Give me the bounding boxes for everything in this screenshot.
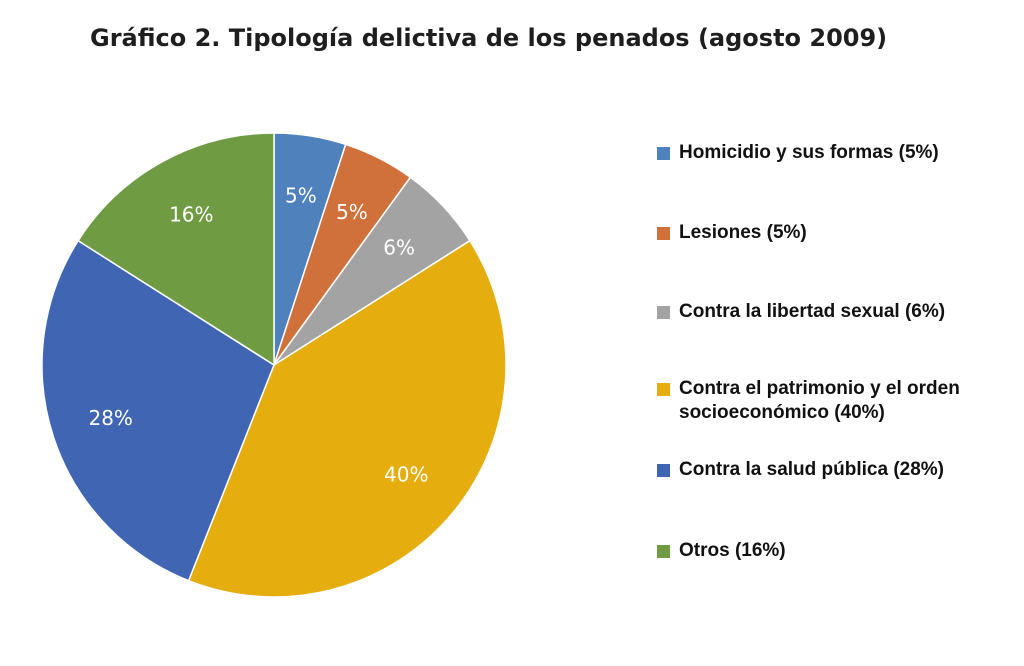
pie-slice-label-5: 16% (169, 203, 213, 227)
legend-swatch-3 (657, 383, 670, 396)
legend-swatch-1 (657, 227, 670, 240)
legend-swatch-4 (657, 464, 670, 477)
pie-slice-5 (77, 132, 275, 367)
pie-slice-label-4: 28% (88, 406, 132, 430)
legend-label-4: Contra la salud pública (28%) (679, 459, 944, 480)
pie-slice-label-3: 40% (384, 462, 428, 486)
legend-swatch-2 (657, 306, 670, 319)
legend-label-1: Lesiones (5%) (679, 222, 807, 243)
legend-label-2: Contra la libertad sexual (6%) (679, 301, 946, 322)
pie-slice-label-2: 6% (383, 235, 415, 259)
pie-slices (41, 132, 507, 598)
pie-slice-label-0: 5% (285, 183, 317, 207)
legend-swatch-0 (657, 147, 670, 160)
legend-label-0: Homicidio y sus formas (5%) (679, 142, 939, 163)
pie-slice-label-1: 5% (336, 200, 368, 224)
legend-label-3: Contra el patrimonio y el orden socioeco… (679, 378, 960, 423)
pie-slice-4 (41, 239, 275, 582)
legend-label-5: Otros (16%) (679, 540, 786, 561)
pie-slice-labels: 5% 5% 6% 40% 28% 16% (88, 183, 428, 486)
chart-title: Gráfico 2. Tipología delictiva de los pe… (90, 24, 888, 52)
legend-swatch-5 (657, 545, 670, 558)
pie-slice-3 (187, 239, 507, 598)
